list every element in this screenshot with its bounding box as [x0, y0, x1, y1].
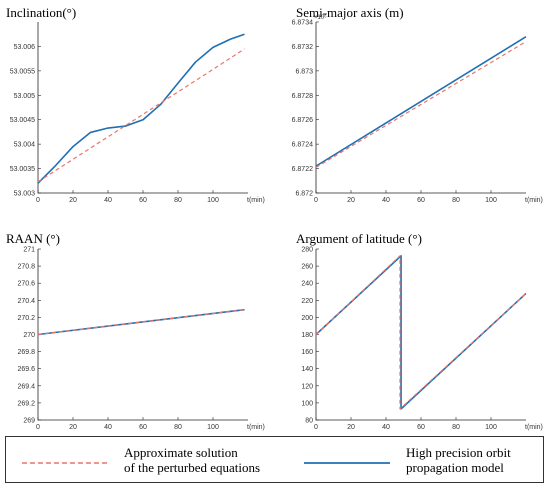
panel-2-xtick-label: 60: [417, 197, 425, 204]
panel-1-xtick-label: 60: [139, 197, 147, 204]
legend: Approximate solution of the perturbed eq…: [5, 436, 544, 483]
panel-2-ytick-label: 6.8728: [292, 93, 314, 100]
panel-4-ytick-label: 280: [301, 247, 313, 254]
panel-4-ytick-label: 200: [301, 315, 313, 322]
panel-1-ytick-label: 53.006: [14, 44, 36, 51]
legend-entry-approximate: Approximate solution of the perturbed eq…: [22, 437, 294, 482]
panel-3-ytick-label: 270: [23, 332, 35, 339]
panel-3-ytick-label: 269.6: [17, 366, 35, 373]
panel-2-axes: [315, 22, 526, 194]
panel-1-xtick-label: 0: [36, 197, 40, 204]
panel-4-xtick-label: 20: [347, 424, 355, 431]
panel-4-axes: [315, 249, 526, 421]
panel-3-xtick-label: 80: [174, 424, 182, 431]
legend-label-approximate-line1: Approximate solution: [124, 444, 238, 460]
panel-2-xtick-label: 20: [347, 197, 355, 204]
panel-4-ytick-label: 140: [301, 366, 313, 373]
panel-4-ytick-label: 260: [301, 264, 313, 271]
panel-4-series-approximate: [315, 255, 527, 410]
panel-2-ytick-label: 6.8732: [292, 44, 314, 51]
panel-1-series-approximate: [37, 48, 245, 183]
panel-3-ytick-label: 271: [23, 247, 35, 254]
panel-4-ytick-label: 240: [301, 281, 313, 288]
panel-2-title: Semi-major axis (m): [296, 5, 404, 20]
legend-solid-line-sample: [304, 455, 390, 465]
panel-3-xtick-label: 40: [104, 424, 112, 431]
panel-1-ytick-label: 53.003: [14, 191, 36, 198]
panel-4-ytick-label: 220: [301, 298, 313, 305]
panel-2-multiplier: ×10⁶: [314, 14, 327, 21]
panel-2-xlabel: t(min): [525, 197, 543, 204]
panel-4-xtick-label: 80: [452, 424, 460, 431]
panel-1-ytick-label: 53.004: [14, 142, 36, 149]
legend-label-high-precision: High precision orbit propagation model: [406, 445, 550, 475]
panel-2-ytick-label: 6.8734: [292, 20, 314, 27]
panel-3-ytick-label: 269.2: [17, 400, 35, 407]
panel-4-series-high-precision: [315, 255, 527, 410]
panel-2-ytick-label: 6.872: [295, 191, 313, 198]
panel-4-ytick-label: 100: [301, 400, 313, 407]
panel-2-xtick-label: 80: [452, 197, 460, 204]
panel-3-ytick-label: 270.8: [17, 264, 35, 271]
panel-3-axes: [37, 249, 248, 421]
panel-3-xtick-label: 60: [139, 424, 147, 431]
panel-2-series-high-precision: [315, 35, 527, 167]
panel-1-series-high-precision: [37, 33, 245, 184]
panel-1-title: Inclination(°): [6, 5, 76, 20]
panel-4-xtick-label: 0: [314, 424, 318, 431]
panel-3-xlabel: t(min): [247, 424, 265, 431]
panel-2-xtick-label: 40: [382, 197, 390, 204]
legend-label-approximate-line2: of the perturbed equations: [124, 459, 261, 475]
panel-1-xtick-label: 40: [104, 197, 112, 204]
panel-1-ytick-label: 53.0055: [10, 68, 35, 75]
panel-4-xtick-label: 40: [382, 424, 390, 431]
legend-label-high-precision-line2: propagation model: [406, 459, 504, 475]
panel-4-title: Argument of latitude (°): [296, 231, 422, 246]
panel-3-xtick-label: 20: [69, 424, 77, 431]
panel-3-ytick-label: 269.4: [17, 383, 35, 390]
panel-4-xtick-label: 60: [417, 424, 425, 431]
panel-3-ytick-label: 270.2: [17, 315, 35, 322]
legend-entry-high-precision: High precision orbit propagation model: [304, 437, 550, 482]
panel-2-ytick-label: 6.8724: [292, 142, 314, 149]
panel-4-ytick-label: 80: [305, 418, 313, 425]
panel-3-ytick-label: 269: [23, 418, 35, 425]
panel-2-ytick-label: 6.8726: [292, 117, 314, 124]
panel-1-xtick-label: 20: [69, 197, 77, 204]
panel-4-ytick-label: 160: [301, 349, 313, 356]
panel-2-xtick-label: 0: [314, 197, 318, 204]
panel-1-ytick-label: 53.005: [14, 93, 36, 100]
panel-4-xlabel: t(min): [525, 424, 543, 431]
legend-dashed-line-sample: [22, 455, 108, 465]
panel-4-ytick-label: 120: [301, 383, 313, 390]
panel-1-axes: [37, 22, 248, 194]
panel-3-xtick-label: 0: [36, 424, 40, 431]
panel-3-ytick-label: 270.6: [17, 281, 35, 288]
legend-label-approximate: Approximate solution of the perturbed eq…: [124, 445, 294, 475]
panel-3-ytick-label: 269.8: [17, 349, 35, 356]
panel-1-xtick-label: 80: [174, 197, 182, 204]
panel-2-series-approximate: [315, 41, 527, 168]
panel-3-series-high-precision: [37, 308, 245, 336]
panel-1-ytick-label: 53.0045: [10, 117, 35, 124]
panel-2-xtick-label: 100: [485, 197, 497, 204]
panel-2-ytick-label: 6.873: [295, 68, 313, 75]
panel-2-ytick-label: 6.8722: [292, 166, 314, 173]
panel-3-ytick-label: 270.4: [17, 298, 35, 305]
figure: Inclination(°) 53.003 53.0035 53.004 53.0045…: [6, 5, 543, 431]
panel-1-ytick-label: 53.0035: [10, 166, 35, 173]
panel-1-xtick-label: 100: [207, 197, 219, 204]
panel-1-xlabel: t(min): [247, 197, 265, 204]
panel-3-xtick-label: 100: [207, 424, 219, 431]
panel-3-title: RAAN (°): [6, 231, 60, 246]
panel-4-xtick-label: 100: [485, 424, 497, 431]
panel-4-ytick-label: 180: [301, 332, 313, 339]
legend-label-high-precision-line1: High precision orbit: [406, 444, 511, 460]
